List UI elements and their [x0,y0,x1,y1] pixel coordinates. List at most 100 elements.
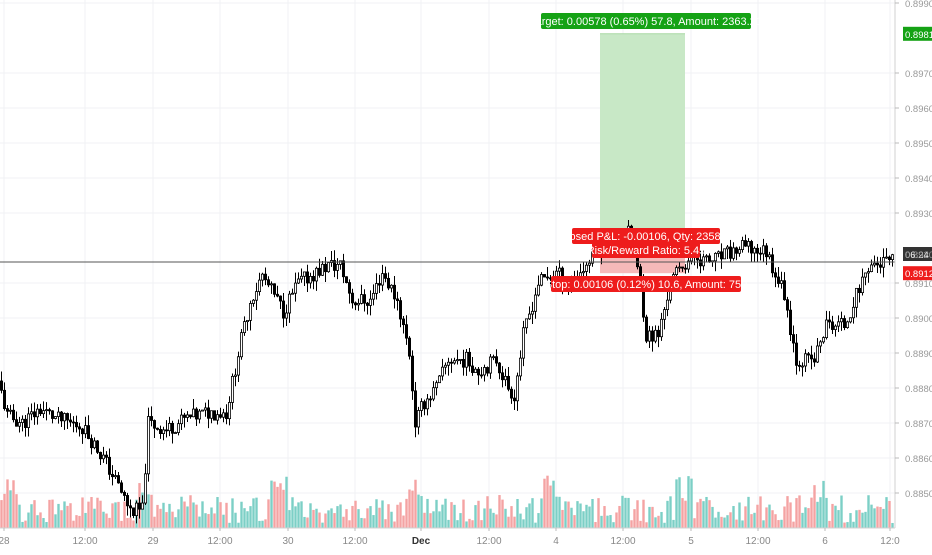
candle-body [876,262,880,266]
volume-bar [429,513,432,528]
candle-body [813,358,817,363]
volume-bar [288,510,291,528]
candle-body [482,367,486,376]
candle-body [765,245,769,258]
candle-body [398,300,402,320]
volume-bar [846,522,849,528]
candle-body [299,275,303,280]
volume-bar [501,499,504,528]
volume-bar [771,510,774,528]
volume-bar [564,501,567,528]
volume-bar [348,520,351,528]
candle-body [149,416,153,421]
volume-bar [813,485,816,528]
closed-pnl-label-bg [572,228,720,244]
volume-bar [582,511,585,528]
candle-body [314,267,318,282]
time-tick: 12:00 [476,536,501,547]
risk-reward-label-bg [592,242,700,258]
volume-bar [111,503,114,528]
volume-bar [789,502,792,528]
candle-body [485,367,489,374]
candle-body [675,267,679,276]
volume-bar [9,490,12,528]
volume-bar [372,515,375,528]
volume-bar [312,509,315,528]
volume-bar [831,503,834,528]
volume-bar [183,501,186,528]
candle-body [123,491,127,496]
volume-bar [432,511,435,528]
candle-body [705,255,709,258]
candle-body [714,252,718,262]
candle-body [266,279,270,286]
volume-bar [75,515,78,528]
volume-bar [396,504,399,528]
volume-bar [576,501,579,528]
volume-bar [618,505,621,528]
volume-bar [123,501,126,528]
candle-body [519,357,523,377]
candle-body [801,365,805,368]
volume-bar [99,500,102,528]
candle-body [819,341,823,347]
volume-bar [276,486,279,528]
volume-bar [0,500,3,528]
volume-bar [21,521,24,528]
candle-body [464,351,468,368]
volume-bar [540,498,543,528]
candle-body [368,298,372,306]
candle-body [804,353,808,367]
volume-bar [483,508,486,528]
candle-body [461,358,465,368]
volume-bar [222,514,225,528]
volume-bar [747,496,750,528]
candle-body [206,407,210,419]
candle-body [750,241,754,254]
volume-bar [423,512,426,528]
volume-bar [531,498,534,528]
countdown-badge [903,247,932,261]
volume-bar [375,499,378,528]
volume-bar [318,512,321,528]
volume-series [0,475,894,528]
volume-bar [357,509,360,528]
volume-bar [129,517,132,528]
volume-bar [486,496,489,528]
volume-bar [51,499,54,528]
volume-bar [678,477,681,528]
volume-bar [819,497,822,528]
candle-body [203,407,207,411]
volume-bar [342,516,345,528]
candle-body [251,299,255,304]
volume-bar [303,516,306,528]
volume-bar [333,513,336,528]
candle-body [546,276,550,279]
candle-body [657,329,661,338]
candle-body [164,429,168,432]
volume-bar [390,511,393,528]
candle-body [458,358,462,361]
volume-bar [198,516,201,528]
volume-bar [693,518,696,528]
candle-body [224,412,228,420]
candle-body [506,375,510,390]
time-tick: 12:00 [342,536,367,547]
candle-body [651,330,655,342]
volume-bar [744,506,747,528]
volume-bar [231,498,234,528]
volume-bar [387,504,390,528]
candle-body [257,279,261,292]
candle-body [170,422,174,434]
candle-body [852,306,856,319]
candle-body [347,282,351,294]
candle-body [117,475,121,484]
volume-bar [867,495,870,528]
volume-bar [72,520,75,528]
volume-bar [807,508,810,528]
candle-body [822,337,826,343]
